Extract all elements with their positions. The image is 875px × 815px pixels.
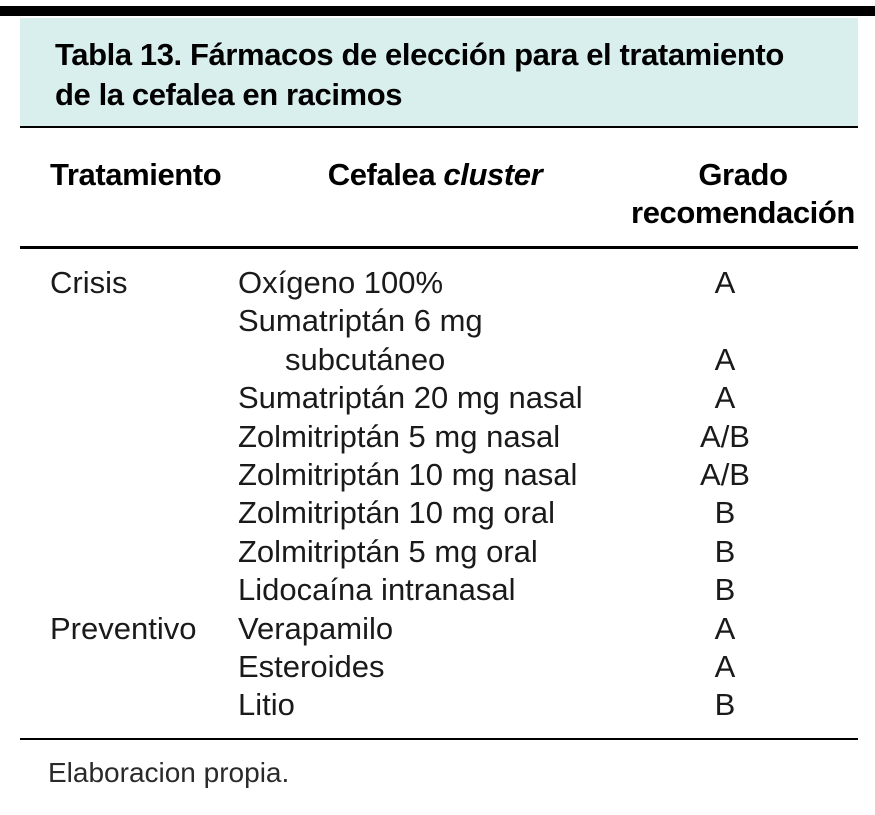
table-title-line2: de la cefalea en racimos [55,77,403,112]
table-row: Litio B [0,686,875,724]
drug-cell: subcutáneo [285,341,446,377]
table-title-band: Tabla 13. Fármacos de elección para el t… [20,18,858,128]
grade-cell: B [714,572,736,608]
grade-cell: A [714,380,736,416]
drug-cell: Lidocaína intranasal [238,572,516,608]
table-row: Zolmitriptán 5 mg oral B [0,533,875,571]
drug-cell: Verapamilo [238,610,394,646]
table-row: Lidocaína intranasal B [0,571,875,609]
table-title-line1: Tabla 13. Fármacos de elección para el t… [55,37,784,72]
drug-cell: Sumatriptán 6 mg [238,303,483,339]
header-divider-rule [20,246,858,249]
grade-cell: B [714,687,736,723]
column-header-cefalea-text: Cefalea [327,157,444,192]
table-body: Crisis Oxígeno 100% A Sumatriptán 6 mg s… [0,264,875,725]
grade-cell: A [714,610,736,646]
treatment-cell: Preventivo [50,610,197,646]
table-footnote: Elaboracion propia. [48,757,290,788]
column-header-cluster-italic: cluster [443,157,543,192]
column-header-cefalea-cluster: Cefalea cluster [240,156,630,194]
table-row: Zolmitriptán 10 mg oral B [0,494,875,532]
table-row: Esteroides A [0,648,875,686]
table-row: Zolmitriptán 5 mg nasal A/B [0,418,875,456]
column-header-grado-recomendacion: Grado recomendación [631,157,855,230]
table-bottom-rule [20,738,858,740]
grade-cell: A [714,341,736,377]
treatment-cell: Crisis [50,265,128,300]
grade-cell: A/B [700,418,750,454]
page-top-rule [0,6,875,16]
drug-cell: Oxígeno 100% [238,265,444,300]
drug-cell: Zolmitriptán 5 mg nasal [238,418,561,454]
table-row: Preventivo Verapamilo A [0,610,875,648]
drug-cell: Esteroides [238,648,385,684]
table-title: Tabla 13. Fármacos de elección para el t… [55,35,784,115]
grade-cell: B [714,495,736,531]
drug-cell: Litio [238,687,295,723]
table-row: subcutáneo A [0,341,875,379]
grade-cell: A [714,648,736,684]
column-header-tratamiento: Tratamiento [50,157,222,192]
grade-cell: B [714,533,736,569]
drug-cell: Zolmitriptán 10 mg nasal [238,456,578,492]
drug-cell: Zolmitriptán 5 mg oral [238,533,538,569]
table-row: Sumatriptán 6 mg [0,302,875,340]
table-row: Zolmitriptán 10 mg nasal A/B [0,456,875,494]
table-row: Sumatriptán 20 mg nasal A [0,379,875,417]
drug-cell: Zolmitriptán 10 mg oral [238,495,556,531]
table-row: Crisis Oxígeno 100% A [0,264,875,302]
grade-cell: A [714,265,736,300]
drug-cell: Sumatriptán 20 mg nasal [238,380,583,416]
grade-cell: A/B [700,456,750,492]
